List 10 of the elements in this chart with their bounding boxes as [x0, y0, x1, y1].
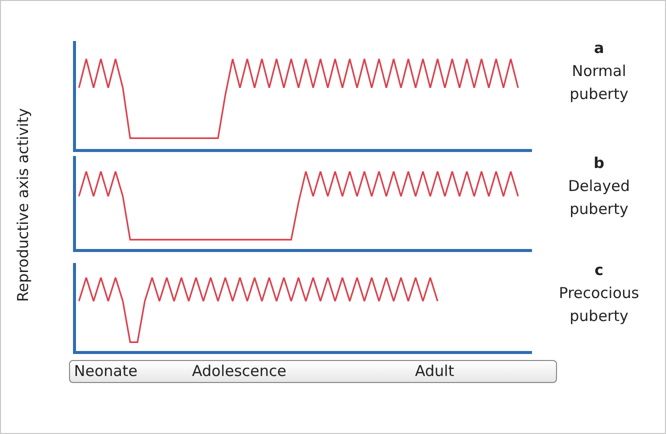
text: b [592, 153, 606, 174]
text: Adolescence [192, 361, 286, 382]
text: c [594, 260, 604, 281]
text: Normal puberty [568, 61, 630, 105]
text: Neonate [74, 361, 138, 382]
text: a [592, 38, 606, 59]
text: Delayed puberty [567, 176, 631, 220]
text: Precocious puberty [558, 283, 640, 327]
y-axis-title: Reproductive axis activity [14, 108, 32, 302]
text: Adult [415, 361, 454, 382]
